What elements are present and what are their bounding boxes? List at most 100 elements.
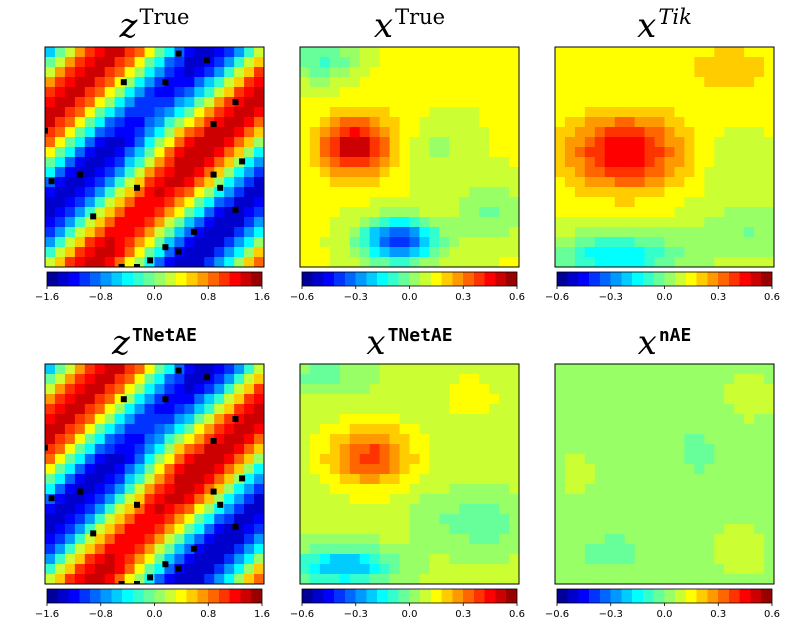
heatmap-cell xyxy=(489,574,500,584)
heatmap-cell xyxy=(564,434,576,445)
heatmap-cell xyxy=(594,474,606,485)
heatmap-cell xyxy=(339,534,351,545)
heatmap-cell xyxy=(574,57,586,68)
heatmap-cell xyxy=(359,147,371,158)
heatmap-cell xyxy=(74,127,86,138)
heatmap-cell xyxy=(744,564,755,575)
heatmap-cell xyxy=(164,197,175,208)
heatmap-cell xyxy=(64,534,76,545)
heatmap-cell xyxy=(419,137,430,148)
heatmap-cell xyxy=(369,504,381,515)
heatmap-cell xyxy=(339,394,351,405)
heatmap-cell xyxy=(174,257,185,267)
heatmap-cell xyxy=(224,364,235,375)
heatmap-cell xyxy=(724,247,735,258)
heatmap-cell xyxy=(309,137,321,148)
heatmap-cell xyxy=(164,444,175,455)
heatmap-cell xyxy=(54,374,66,385)
heatmap-cell xyxy=(694,454,705,465)
heatmap-cell xyxy=(684,137,695,148)
heatmap-cell xyxy=(339,107,351,118)
heatmap-cell xyxy=(604,87,616,98)
heatmap-cell xyxy=(724,47,735,58)
heatmap-cell xyxy=(134,564,146,575)
heatmap-cell xyxy=(439,87,450,98)
heatmap-cell xyxy=(439,574,450,584)
heatmap-cell xyxy=(254,207,264,218)
heatmap-cell xyxy=(499,434,510,445)
heatmap-cell xyxy=(244,504,255,515)
panel-title: zTrue xyxy=(119,5,190,46)
heatmap-cell xyxy=(624,57,636,68)
heatmap-cell xyxy=(224,544,235,555)
heatmap-cell xyxy=(45,47,56,58)
heatmap-cell xyxy=(744,137,755,148)
heatmap-cell xyxy=(144,414,156,425)
heatmap-cell xyxy=(184,47,195,58)
heatmap-cell xyxy=(300,384,311,395)
heatmap-cell xyxy=(509,97,519,108)
heatmap-cell xyxy=(369,187,381,198)
heatmap-cell xyxy=(684,524,695,535)
heatmap-cell xyxy=(664,117,676,128)
heatmap-cell xyxy=(84,414,96,425)
heatmap-cell xyxy=(104,197,116,208)
heatmap-cell xyxy=(654,454,666,465)
heatmap-cell xyxy=(654,87,666,98)
heatmap-cell xyxy=(574,554,586,565)
heatmap-cell xyxy=(564,374,576,385)
heatmap-cell xyxy=(214,47,225,58)
heatmap-cell xyxy=(254,147,264,158)
heatmap-cell xyxy=(644,247,656,258)
heatmap-cell xyxy=(45,504,56,515)
heatmap-cell xyxy=(309,494,321,505)
heatmap-cell xyxy=(339,47,351,58)
heatmap-cell xyxy=(399,87,411,98)
heatmap-cell xyxy=(694,374,705,385)
heatmap-cell xyxy=(439,464,450,475)
heatmap-cell xyxy=(754,117,765,128)
heatmap-cell xyxy=(684,57,695,68)
heatmap-cell xyxy=(714,217,725,228)
heatmap-cell xyxy=(184,217,195,228)
heatmap-cell xyxy=(694,524,705,535)
heatmap-cell xyxy=(624,177,636,188)
heatmap-cell xyxy=(564,157,576,168)
heatmap-cell xyxy=(704,227,715,238)
sensor-marker xyxy=(190,545,197,552)
heatmap-cell xyxy=(674,494,685,505)
heatmap-cell xyxy=(369,177,381,188)
heatmap-cell xyxy=(429,67,440,78)
heatmap-cell xyxy=(724,444,735,455)
heatmap-cell xyxy=(664,77,676,88)
sensor-marker xyxy=(175,50,182,57)
heatmap-cell xyxy=(214,394,225,405)
heatmap-cell xyxy=(309,97,321,108)
heatmap-cell xyxy=(555,364,566,375)
heatmap-cell xyxy=(555,484,566,495)
heatmap-cell xyxy=(244,237,255,248)
heatmap-cell xyxy=(309,414,321,425)
heatmap-cell xyxy=(74,117,86,128)
heatmap-cell xyxy=(644,67,656,78)
heatmap-cell xyxy=(489,247,500,258)
heatmap-cell xyxy=(74,554,86,565)
heatmap-cell xyxy=(399,67,411,78)
heatmap-cell xyxy=(614,167,626,178)
heatmap-cell xyxy=(379,97,391,108)
panel-frame xyxy=(554,363,775,585)
heatmap-cell xyxy=(509,504,519,515)
heatmap-cell xyxy=(489,57,500,68)
heatmap-cell xyxy=(104,574,116,584)
heatmap-cell xyxy=(555,257,566,267)
heatmap-cell xyxy=(64,167,76,178)
heatmap-cell xyxy=(104,424,116,435)
heatmap-cell xyxy=(309,247,321,258)
heatmap-cell xyxy=(584,504,596,515)
colorbar-tick-label: −0.3 xyxy=(599,292,623,303)
heatmap-cell xyxy=(389,414,401,425)
heatmap-cell xyxy=(459,87,470,98)
heatmap-cell xyxy=(674,504,685,515)
heatmap-cell xyxy=(459,404,470,415)
heatmap-cell xyxy=(684,544,695,555)
